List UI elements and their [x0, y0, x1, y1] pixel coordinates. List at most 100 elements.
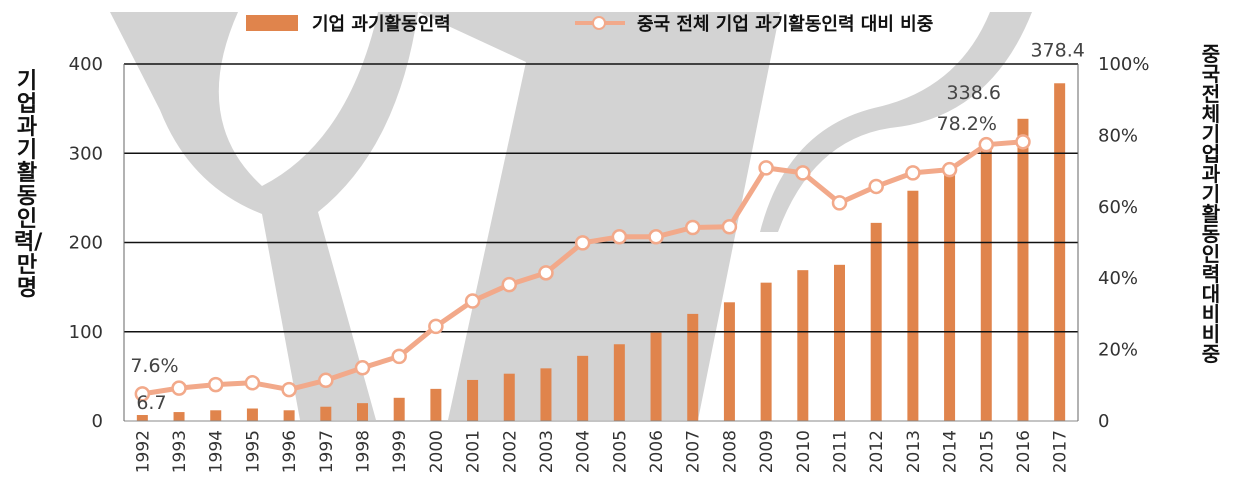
- data-label-2017-bar: 378.4: [1030, 39, 1084, 61]
- line-point-1996: [281, 381, 297, 398]
- bar-2010: [797, 270, 809, 421]
- bar-1992: [136, 415, 148, 421]
- x-tick-2004: 2004: [574, 430, 594, 473]
- y-axis-right-title: 중국 전체 기업 과기활동인력 대비 비중: [1201, 42, 1221, 366]
- line-point-2000: [428, 318, 444, 335]
- legend-bar-swatch: [246, 15, 298, 31]
- bar-1996: [283, 410, 295, 421]
- line-point-2016: [1015, 134, 1031, 150]
- line-point-1992: [134, 386, 151, 402]
- gridlines: [124, 63, 1078, 422]
- line-point-1999: [391, 348, 407, 365]
- data-label-1992-line: 7.6%: [130, 355, 178, 377]
- bar-2012: [870, 222, 882, 421]
- x-tick-2014: 2014: [941, 430, 961, 473]
- x-tick-2007: 2007: [684, 430, 704, 473]
- data-label-2016-line: 78.2%: [937, 113, 997, 135]
- bar-2011: [834, 264, 845, 421]
- y-left-tick-100: 100: [69, 322, 103, 343]
- line-point-2005: [611, 229, 628, 245]
- data-labels: 6.7 7.6% 78.2% 338.6 378.4: [130, 39, 1085, 414]
- line-point-2003: [538, 265, 554, 281]
- legend-line-label: 중국 전체 기업 과기활동인력 대비 비중: [637, 14, 934, 35]
- line-point-2014: [941, 161, 958, 178]
- bar-2004: [577, 355, 589, 421]
- bar-2005: [613, 344, 625, 421]
- line-point-2012: [868, 178, 884, 195]
- x-tick-2000: 2000: [427, 430, 447, 473]
- y-right-tick-20%: 20%: [1098, 340, 1138, 361]
- x-tick-1996: 1996: [280, 430, 300, 473]
- line-point-2007: [684, 219, 701, 236]
- line-point-1995: [244, 375, 261, 391]
- y-left-tick-400: 400: [69, 54, 103, 75]
- x-tick-2017: 2017: [1051, 430, 1071, 473]
- x-tick-1995: 1995: [243, 430, 263, 473]
- line-point-1994: [207, 376, 224, 393]
- line-point-2013: [905, 165, 921, 181]
- bar-2009: [760, 282, 772, 421]
- bar-2014: [944, 170, 956, 421]
- legend-bar: 기업 과기활동인력: [246, 8, 451, 38]
- line-point-2009: [758, 160, 774, 176]
- x-tick-1997: 1997: [317, 430, 337, 473]
- line-point-2008: [721, 219, 738, 235]
- bar-1994: [210, 410, 222, 421]
- x-tick-2012: 2012: [867, 430, 887, 473]
- y-axis-left-title: 기업 과기활동인력/만명: [14, 69, 43, 301]
- legend-line-swatch: [575, 15, 625, 31]
- line-point-2004: [574, 235, 591, 251]
- line-point-2006: [648, 229, 664, 245]
- x-tick-2015: 2015: [977, 430, 997, 473]
- x-tick-1994: 1994: [207, 430, 227, 473]
- watermark-shape: [110, 12, 780, 420]
- x-tick-2016: 2016: [1014, 430, 1034, 473]
- x-tick-2010: 2010: [794, 430, 814, 473]
- x-tick-1998: 1998: [354, 430, 374, 473]
- bar-2017: [1054, 83, 1066, 421]
- bar-2008: [723, 302, 735, 421]
- x-tick-2001: 2001: [464, 430, 484, 473]
- legend-line: 중국 전체 기업 과기활동인력 대비 비중: [575, 8, 933, 38]
- x-tick-2008: 2008: [720, 430, 740, 473]
- y-left-tick-0: 0: [92, 411, 103, 432]
- bar-series: [136, 83, 1066, 421]
- axis-labels: 0 100 200 300 400 0 20% 40% 60% 80% 100% 1992 1993 19…: [69, 54, 1150, 473]
- bar-2002: [503, 373, 515, 421]
- x-tick-2013: 2013: [904, 430, 924, 473]
- bar-2016: [1017, 118, 1029, 421]
- y-right-tick-0: 0: [1098, 411, 1109, 432]
- bar-2003: [540, 368, 552, 421]
- x-tick-1993: 1993: [170, 430, 190, 473]
- bar-2007: [687, 313, 699, 421]
- data-label-2016-bar: 338.6: [947, 82, 1001, 104]
- x-tick-2009: 2009: [757, 430, 777, 473]
- bar-1997: [320, 406, 332, 421]
- data-label-1992-bar: 6.7: [136, 392, 166, 414]
- plot-frame: [123, 64, 1079, 421]
- bar-1998: [357, 403, 368, 421]
- x-tick-2002: 2002: [500, 430, 520, 473]
- x-tick-2011: 2011: [831, 430, 851, 473]
- bar-2001: [467, 379, 479, 421]
- y-right-tick-100%: 100%: [1098, 54, 1149, 75]
- line-series: [134, 134, 1031, 402]
- watermark-logo: [110, 12, 1032, 420]
- y-left-tick-200: 200: [69, 233, 103, 254]
- y-left-tick-300: 300: [69, 143, 103, 164]
- x-tick-2006: 2006: [647, 430, 667, 473]
- bar-2006: [650, 332, 662, 421]
- line-point-2001: [464, 293, 481, 309]
- bar-1999: [393, 397, 405, 421]
- y-right-tick-60%: 60%: [1098, 197, 1138, 218]
- line-point-1993: [171, 380, 187, 396]
- y-right-tick-40%: 40%: [1098, 268, 1138, 289]
- line-point-2010: [795, 165, 811, 181]
- line-point-1997: [318, 372, 334, 389]
- bar-2013: [907, 190, 919, 421]
- bar-1993: [173, 412, 185, 421]
- line-point-2011: [831, 195, 848, 211]
- bar-2015: [980, 144, 992, 421]
- line-point-2002: [501, 276, 518, 293]
